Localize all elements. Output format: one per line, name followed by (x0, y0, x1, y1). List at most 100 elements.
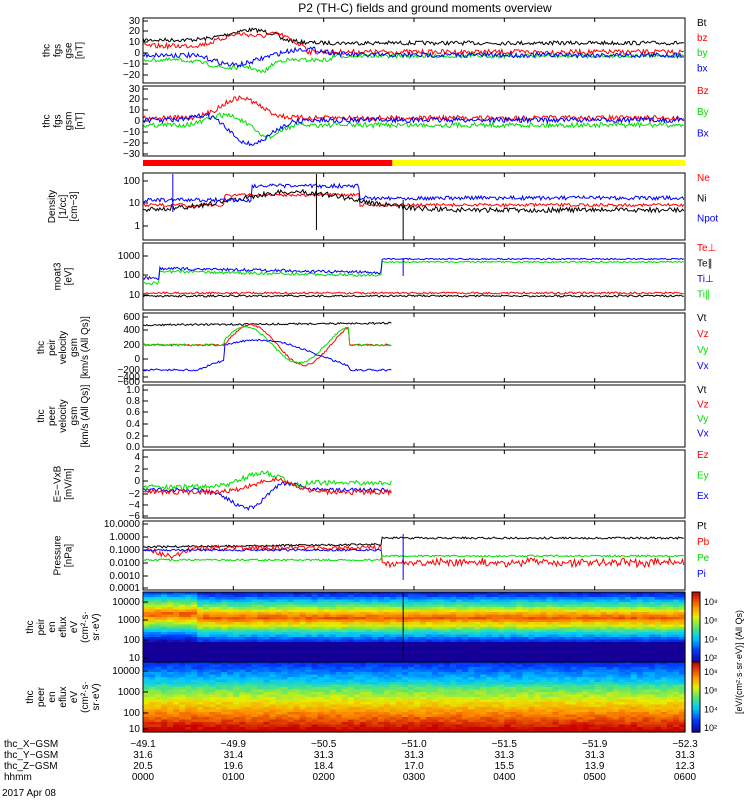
panel-p9-cell (209, 642, 216, 646)
panel-p9-cell (263, 609, 270, 613)
panel-p10-cell (143, 667, 150, 671)
panel-p9-cell (155, 637, 162, 641)
panel-p9-cell (636, 647, 644, 651)
panel-p10-cell (317, 697, 325, 701)
panel-p10-cell (576, 674, 584, 678)
panel-p9-cell (341, 619, 349, 623)
panel-p9-cell (305, 609, 313, 613)
panel-p9-cell (546, 632, 554, 636)
panel-p9-cell (143, 637, 150, 641)
panel-p9-cell (323, 654, 331, 658)
panel-p9-cell (359, 632, 367, 636)
panel-p10-cell (179, 709, 186, 713)
panel-p9-cell (618, 639, 626, 643)
panel-p6-ylabel: [km/s (All Qs)] (80, 384, 91, 447)
panel-p9-cell (498, 649, 505, 653)
panel-p9-cell (383, 607, 391, 611)
panel-p9-cell (486, 602, 493, 606)
panel-p10-cell (329, 707, 337, 711)
panel-p10-cell (492, 687, 499, 691)
panel-p9-cell (389, 599, 397, 603)
panel-p10-cell (197, 697, 204, 701)
panel-p9-cell (432, 602, 439, 606)
panel-p9-cell (221, 659, 228, 663)
panel-p9-cell (564, 657, 572, 661)
panel-p9-cell (269, 629, 277, 633)
panel-p9-cell (648, 639, 656, 643)
panel-p9-cell (660, 652, 668, 656)
panel-p9-cell (546, 599, 554, 603)
panel-p10-cell (275, 672, 283, 676)
panel-p10-cell (588, 707, 596, 711)
panel-p10-cell (287, 664, 295, 668)
panel-p10-cell (534, 709, 541, 713)
panel-p9-cell (408, 612, 415, 616)
panel-p9-cell (420, 657, 427, 661)
panel-p10-cell (582, 719, 590, 723)
panel-p9-cell (233, 607, 240, 611)
panel-p10-cell (438, 669, 445, 673)
panel-p10-cell (209, 697, 216, 701)
panel-p10-cell (329, 709, 337, 713)
panel-p9-cell (215, 594, 222, 598)
panel-p2-legend-0: Bz (697, 86, 709, 97)
panel-p9-cell (402, 599, 409, 603)
panel-p9-cell (317, 599, 325, 603)
panel-p9-cell (245, 609, 252, 613)
panel-p9-cell (359, 622, 367, 626)
panel-p10-cell (371, 669, 379, 673)
panel-p9-cell (173, 644, 180, 648)
panel-p10-cell (353, 682, 361, 686)
panel-p9-cell (323, 617, 331, 621)
panel-p10-cell (365, 704, 373, 708)
panel-p9-cell (420, 612, 427, 616)
panel-p9-cell (233, 632, 240, 636)
panel-p10-cell (420, 699, 427, 703)
panel-p10-cell (558, 697, 566, 701)
panel-p9-cell (317, 634, 325, 638)
panel-p10-cell (408, 729, 415, 733)
panel-p9-cell (450, 609, 457, 613)
panel-p10-cell (353, 664, 361, 668)
panel-p9-cell (161, 654, 168, 658)
panel-p10-cell (359, 709, 367, 713)
panel-p10-cell (462, 692, 469, 696)
panel-p9-cell (143, 657, 150, 661)
panel-p10-cell (329, 704, 337, 708)
panel-p9-cell (600, 617, 608, 621)
panel-p9-cell (546, 627, 554, 631)
panel-p9-cell (468, 592, 475, 596)
panel-p9-cell (209, 644, 216, 648)
panel-p10-cell (197, 719, 204, 723)
panel-p9-cell (540, 659, 548, 663)
panel-p10-cell (245, 717, 252, 721)
panel-p10-cell (389, 714, 397, 718)
panel-p10-cell (353, 674, 361, 678)
panel-p10-cell (414, 677, 421, 681)
panel-p10-cell (377, 682, 385, 686)
panel-p9-cell (492, 652, 499, 656)
panel-p10-cell (155, 729, 162, 733)
panel-p9-cell (323, 609, 331, 613)
panel-p9-cell (245, 632, 252, 636)
panel-p10-cell (456, 679, 463, 683)
panel-p10-cell (185, 692, 192, 696)
panel-p5-legend-0: Vt (697, 313, 707, 324)
panel-p9-cell (534, 649, 541, 653)
panel-p9-cell (612, 622, 620, 626)
panel-p9-cell (426, 614, 433, 618)
panel-p10-cell (185, 694, 192, 698)
panel-p4-legend-3: Ti∥ (697, 290, 710, 301)
panel-p9-cell (365, 649, 373, 653)
panel-p9-cell (673, 632, 680, 636)
panel-p9-cell (498, 634, 505, 638)
panel-p10-cell (420, 719, 427, 723)
panel-p9-cell (438, 657, 445, 661)
panel-p9-cell (606, 592, 614, 596)
panel-p9-cell (624, 634, 632, 638)
panel-p10-cell (275, 689, 283, 693)
panel-p10-cell (305, 667, 313, 671)
panel-p9-cell (377, 642, 385, 646)
panel-p10-cell (353, 687, 361, 691)
panel-p9-cell (167, 659, 174, 663)
